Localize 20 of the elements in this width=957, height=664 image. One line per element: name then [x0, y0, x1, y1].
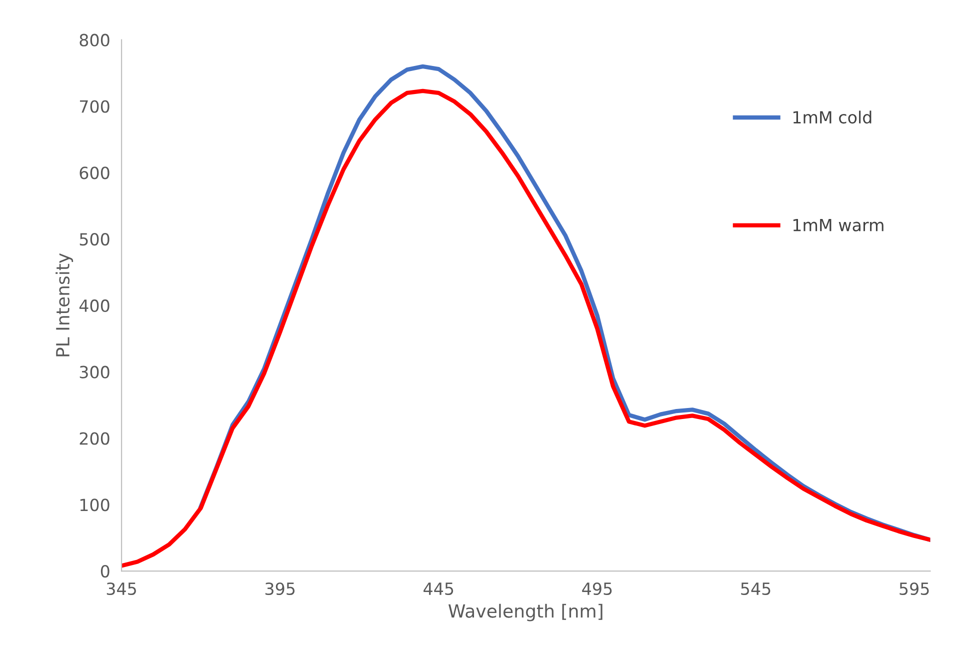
line-series [122, 88, 930, 568]
y-tick-label: 500 [80, 233, 110, 246]
y-tick-label: 700 [80, 100, 110, 113]
x-tick-label: 495 [582, 582, 612, 596]
y-tick-label: 600 [80, 166, 110, 180]
y-axis-title: PL Intensity [56, 253, 74, 356]
x-tick-label: 545 [741, 582, 770, 596]
x-tick-label: 345 [106, 582, 136, 596]
y-tick-label: 300 [80, 366, 110, 378]
y-tick-label: 100 [80, 498, 110, 512]
y-tick-label: 0 [100, 565, 110, 578]
x-axis-title: Wavelength [nm] [448, 604, 602, 622]
x-tick-label: 395 [265, 582, 295, 596]
y-tick-label: 200 [80, 432, 110, 445]
y-tick-label: 400 [79, 299, 110, 312]
y-tick-label: 800 [80, 34, 110, 46]
legend-label: 1mM warm [793, 218, 884, 232]
x-tick-label: 445 [424, 582, 454, 596]
x-tick-label: 595 [900, 582, 929, 596]
legend-label: 1mM cold [793, 110, 872, 124]
